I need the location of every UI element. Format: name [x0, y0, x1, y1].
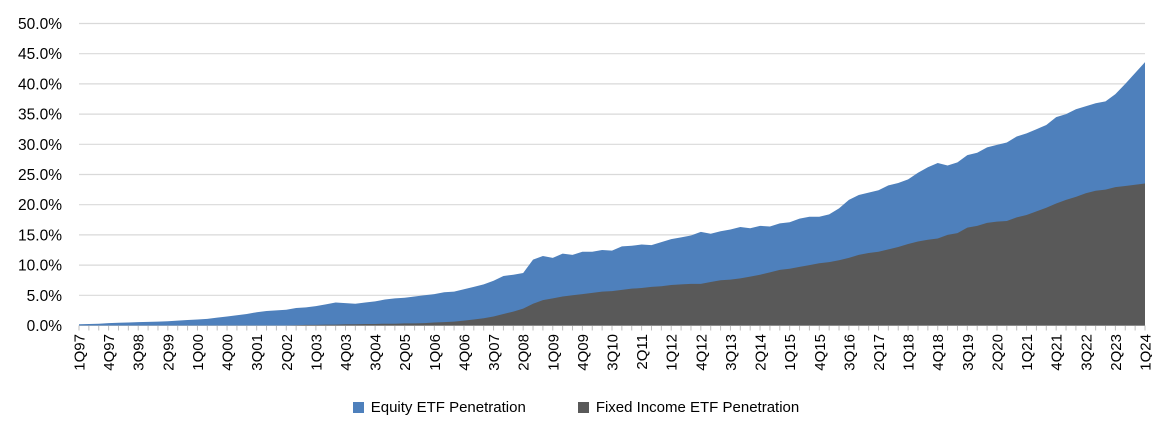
x-axis-tick-label: 4Q97	[101, 334, 118, 371]
legend-swatch-fixed-income-icon	[577, 402, 589, 413]
x-axis-tick-label: 3Q19	[960, 334, 977, 371]
x-axis-tick-label: 2Q11	[634, 334, 651, 370]
x-axis-tick-label: 2Q14	[753, 334, 770, 371]
legend-item-fixed-income: Fixed Income ETF Penetration	[577, 399, 800, 416]
x-axis-tick-label: 1Q18	[901, 334, 918, 371]
legend-label-equity: Equity ETF Penetration	[370, 399, 526, 416]
x-axis-tick-label: 4Q09	[575, 334, 592, 371]
x-axis-tick-label: 1Q09	[545, 334, 562, 371]
y-axis-tick-label: 45.0%	[18, 46, 62, 63]
y-axis-tick-label: 20.0%	[18, 197, 62, 214]
fixed-income-area-series	[79, 183, 1145, 326]
x-axis-tick-label: 3Q10	[605, 334, 622, 371]
legend-label-fixed-income: Fixed Income ETF Penetration	[595, 399, 800, 416]
x-axis-tick-label: 3Q16	[841, 334, 858, 371]
x-axis-tick-label: 2Q20	[989, 334, 1006, 371]
y-axis-tick-label: 25.0%	[18, 167, 62, 184]
x-axis-tick-label: 1Q97	[72, 334, 89, 371]
x-axis-tick-label: 2Q05	[397, 334, 414, 371]
y-axis-tick-label: 30.0%	[18, 137, 62, 154]
y-axis-tick-label: 35.0%	[18, 107, 62, 124]
x-axis-tick-label: 4Q21	[1049, 334, 1066, 371]
x-axis-tick-label: 1Q15	[782, 334, 799, 371]
x-axis-tick-label: 3Q07	[486, 334, 503, 371]
x-axis-tick-label: 3Q22	[1078, 334, 1095, 371]
x-axis-tick-label: 2Q17	[871, 334, 888, 371]
x-axis-tick-label: 3Q04	[368, 334, 385, 371]
legend-swatch-equity-icon	[352, 402, 364, 413]
x-axis-tick-label: 1Q06	[427, 334, 444, 371]
x-axis-tick-label: 4Q12	[693, 334, 710, 371]
x-axis-tick-label: 3Q13	[723, 334, 740, 371]
x-axis-tick-label: 1Q00	[190, 334, 207, 371]
x-axis-tick-label: 2Q08	[516, 334, 533, 371]
y-axis-tick-label: 10.0%	[18, 258, 62, 275]
x-axis-tick-label: 1Q03	[308, 334, 325, 371]
y-axis-tick-label: 0.0%	[27, 318, 63, 335]
x-axis-tick-label: 3Q01	[249, 334, 266, 371]
x-axis-tick-label: 2Q02	[279, 334, 296, 371]
x-axis-tick-label: 1Q12	[664, 334, 681, 371]
y-axis-tick-label: 40.0%	[18, 76, 62, 93]
x-axis-tick-label: 3Q98	[131, 334, 148, 371]
x-axis-tick-label: 4Q03	[338, 334, 355, 371]
y-axis-tick-label: 50.0%	[18, 16, 62, 33]
x-axis-tick-label: 1Q21	[1019, 334, 1036, 371]
legend: Equity ETF Penetration Fixed Income ETF …	[0, 399, 1152, 416]
x-axis-tick-label: 4Q06	[456, 334, 473, 371]
chart-plot-area: 0.0% 5.0% 10.0% 15.0% 20.0% 25.0% 30.0% 35.0% 40…	[18, 16, 1152, 371]
y-axis-tick-label: 5.0%	[27, 288, 63, 305]
y-axis-tick-label: 15.0%	[18, 227, 62, 244]
x-axis-tick-label: 4Q00	[220, 334, 237, 371]
legend-item-equity: Equity ETF Penetration	[352, 399, 526, 416]
x-axis-tick-label: 2Q99	[160, 334, 177, 371]
x-axis-tick-label: 4Q15	[812, 334, 829, 371]
x-axis-tick-label: 2Q23	[1108, 334, 1125, 371]
x-axis-tick-label: 4Q18	[930, 334, 947, 371]
x-axis-tick-label: 1Q24	[1138, 334, 1152, 371]
